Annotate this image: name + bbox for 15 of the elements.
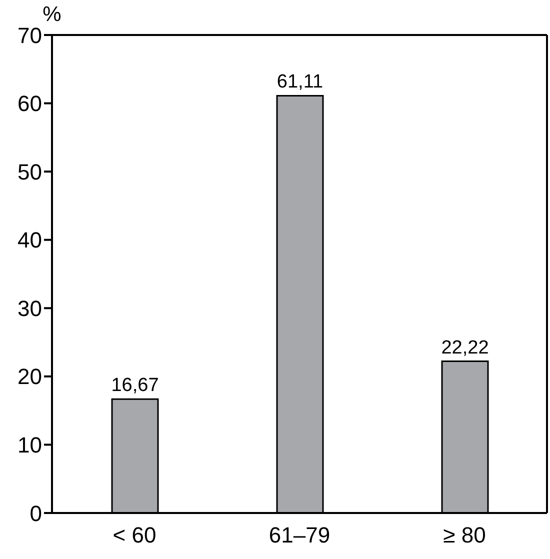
y-tick-label: 60 [18,91,42,116]
data-label: 16,67 [111,375,159,396]
x-tick-label: < 60 [112,522,156,548]
y-tick-label: 50 [18,159,42,184]
y-tick-label: 70 [18,22,42,48]
y-tick-label: 30 [18,296,42,321]
x-tick-label: 61–79 [268,522,330,548]
data-label: 61,11 [276,72,324,93]
y-tick-label: 10 [18,432,42,458]
y-tick-label: 0 [30,500,42,526]
x-tick-label: ≥ 80 [443,522,486,548]
y-tick-label: 20 [18,364,42,390]
data-label: 22,22 [441,337,489,358]
y-axis-title: % [42,3,62,26]
y-tick-label: 40 [18,228,42,253]
